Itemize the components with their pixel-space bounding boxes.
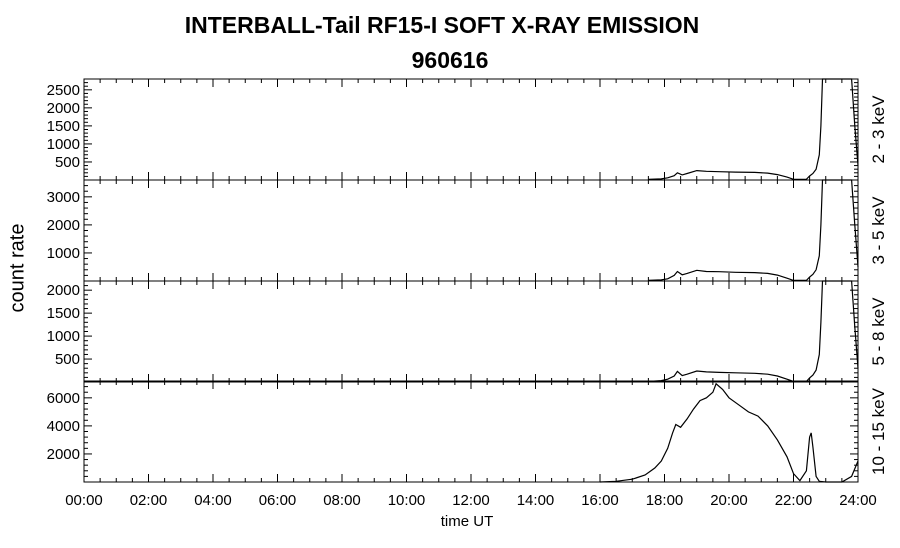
x-axis-label: time UT xyxy=(440,513,494,530)
series-label: 3 - 5 keV xyxy=(869,196,888,265)
y-tick-label: 1000 xyxy=(47,245,80,262)
series-line xyxy=(648,179,859,281)
y-tick-label: 500 xyxy=(55,351,80,368)
x-tick-label: 02:00 xyxy=(130,492,168,509)
y-tick-label: 2000 xyxy=(47,100,80,117)
series-line xyxy=(599,382,859,483)
x-tick-label: 18:00 xyxy=(646,492,684,509)
panel-frame xyxy=(83,280,859,383)
series-label: 2 - 3 keV xyxy=(869,95,888,164)
y-tick-label: 1500 xyxy=(47,118,80,135)
chart-subtitle: 960616 xyxy=(411,47,489,73)
series-line xyxy=(648,280,859,383)
x-tick-label: 24:00 xyxy=(839,492,877,509)
y-tick-label: 4000 xyxy=(47,418,80,435)
y-tick-label: 2000 xyxy=(47,282,80,299)
series-label: 10 - 15 keV xyxy=(869,387,888,475)
x-tick-label: 00:00 xyxy=(65,492,103,509)
panel-4: 2000 4000 6000 10 - 15 keV xyxy=(47,380,888,483)
y-tick-label: 3000 xyxy=(47,189,80,206)
x-tick-label: 12:00 xyxy=(452,492,490,509)
x-tick-label: 08:00 xyxy=(323,492,361,509)
x-tick-label: 16:00 xyxy=(581,492,619,509)
y-tick-label: 2500 xyxy=(47,82,80,99)
panel-2: 1000 2000 3000 3 - 5 keV xyxy=(47,179,888,282)
x-tick-label: 20:00 xyxy=(710,492,748,509)
x-tick-label: 14:00 xyxy=(517,492,555,509)
panel-frame xyxy=(83,78,859,181)
y-tick-label: 2000 xyxy=(47,446,80,463)
series-label: 5 - 8 keV xyxy=(869,297,888,366)
panel-3: 500 1000 1500 2000 5 - 8 keV xyxy=(47,280,888,383)
panel-frame xyxy=(83,179,859,282)
panel-frame xyxy=(83,380,859,483)
x-tick-label: 06:00 xyxy=(259,492,297,509)
y-tick-label: 1500 xyxy=(47,305,80,322)
x-tick-label: 22:00 xyxy=(775,492,813,509)
y-tick-label: 2000 xyxy=(47,217,80,234)
chart-title: INTERBALL-Tail RF15-I SOFT X-RAY EMISSIO… xyxy=(184,12,700,38)
x-tick-label: 10:00 xyxy=(388,492,426,509)
y-tick-label: 1000 xyxy=(47,136,80,153)
x-tick-label: 04:00 xyxy=(194,492,232,509)
y-tick-label: 6000 xyxy=(47,390,80,407)
y-tick-label: 500 xyxy=(55,154,80,171)
series-line xyxy=(648,78,859,180)
y-tick-label: 1000 xyxy=(47,328,80,345)
